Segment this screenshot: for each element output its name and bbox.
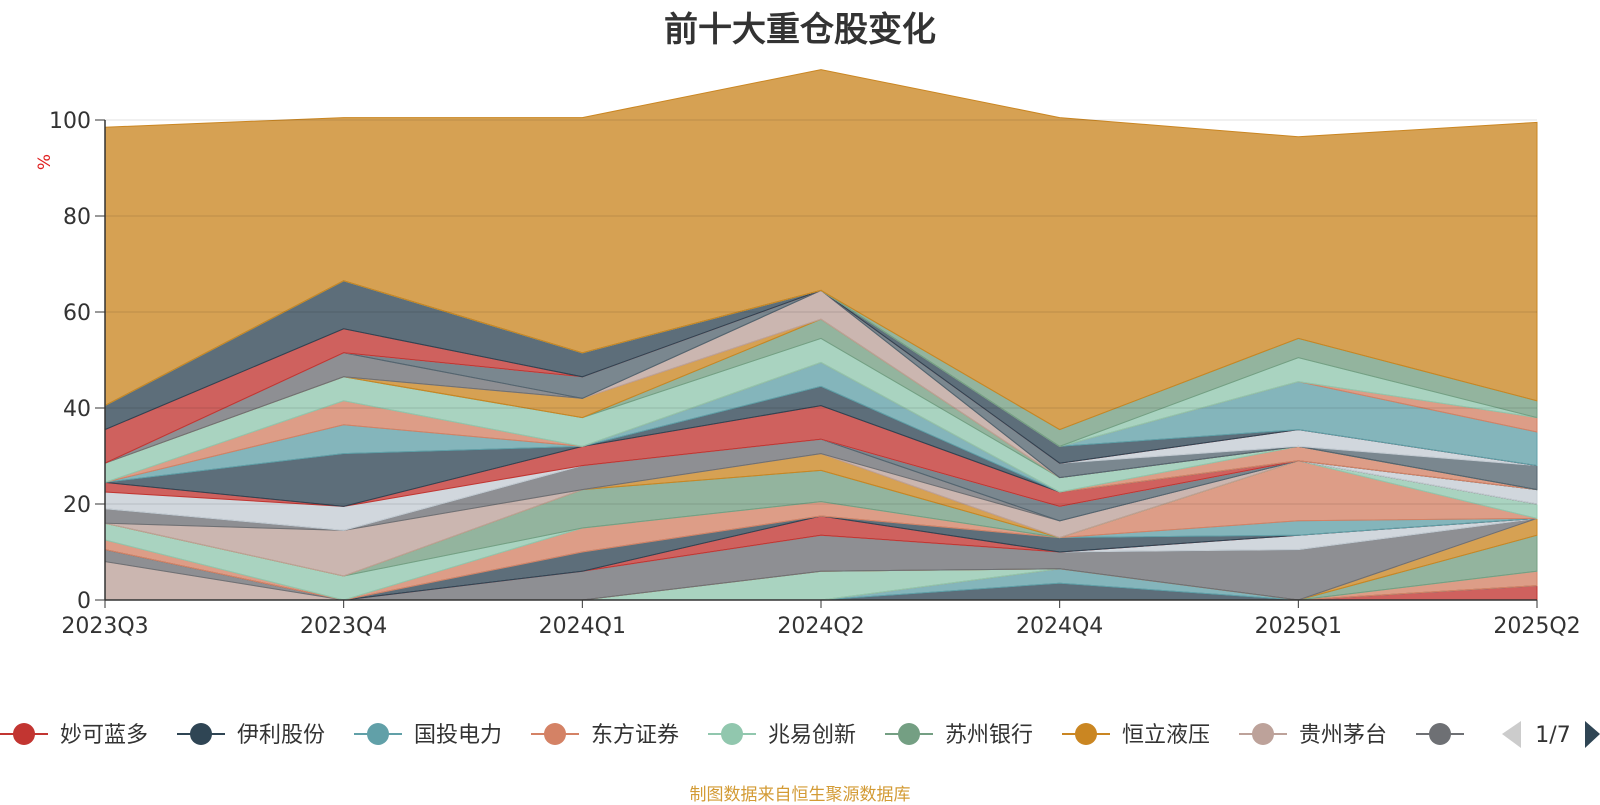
legend-item[interactable]: 苏州银行 xyxy=(885,723,1033,748)
x-tick-label: 2023Q4 xyxy=(300,614,387,639)
legend-item[interactable]: 东方证券 xyxy=(531,723,679,748)
plot-areas xyxy=(104,69,1538,601)
legend-marker xyxy=(898,723,920,745)
legend-marker xyxy=(1429,723,1451,745)
plot-grid xyxy=(105,119,1537,505)
legend-label: 恒立液压 xyxy=(1122,723,1210,748)
legend-label: 国投电力 xyxy=(414,723,502,748)
y-tick-label: 80 xyxy=(63,205,91,230)
chart-title: 前十大重仓股变化 xyxy=(664,10,936,50)
legend-label: 苏州银行 xyxy=(945,723,1033,748)
legend-marker xyxy=(1252,723,1274,745)
x-tick-label: 2024Q2 xyxy=(777,614,864,639)
x-tick-label: 2025Q1 xyxy=(1255,614,1342,639)
legend-marker xyxy=(1075,723,1097,745)
legend-marker xyxy=(721,723,743,745)
x-tick-label: 2023Q3 xyxy=(61,614,148,639)
series-area-39[interactable] xyxy=(104,69,1538,431)
triangle-left-icon[interactable] xyxy=(1502,721,1521,748)
legend-marker xyxy=(13,723,35,745)
x-tick-label: 2025Q2 xyxy=(1493,614,1580,639)
legend-marker xyxy=(544,723,566,745)
y-tick-label: 40 xyxy=(63,397,91,422)
triangle-right-icon[interactable] xyxy=(1585,721,1600,748)
legend-item[interactable] xyxy=(1416,723,1464,745)
legend-marker xyxy=(190,723,212,745)
legend-label: 贵州茅台 xyxy=(1299,723,1387,748)
plot-axes: 0 20 40 60 80 100% 2023Q3 2023Q4 2024Q1 2024Q2 202… xyxy=(35,109,1581,639)
y-tick-label: 20 xyxy=(63,493,91,518)
legend-label: 兆易创新 xyxy=(768,723,856,748)
legend-page-indicator: 1/7 xyxy=(1535,723,1570,748)
legend-item[interactable]: 兆易创新 xyxy=(708,723,856,748)
legend-item[interactable]: 国投电力 xyxy=(354,723,502,748)
legend-item[interactable]: 妙可蓝多 xyxy=(0,723,148,748)
y-tick-label: 0 xyxy=(77,589,91,614)
legend: 妙可蓝多 伊利股份 国投电力 东方证券 兆易创新 苏州银行 恒立液压 贵州茅台 1/7 xyxy=(0,721,1600,748)
legend-pagination: 1/7 xyxy=(1502,721,1600,748)
x-tick-label: 2024Q4 xyxy=(1016,614,1103,639)
y-tick-label: 60 xyxy=(63,301,91,326)
legend-label: 东方证券 xyxy=(591,723,679,748)
y-axis-label: % xyxy=(35,154,55,170)
y-tick-label: 100 xyxy=(49,109,91,134)
x-tick-label: 2024Q1 xyxy=(539,614,626,639)
legend-item[interactable]: 伊利股份 xyxy=(177,723,325,748)
legend-item[interactable]: 恒立液压 xyxy=(1062,723,1210,748)
legend-label: 妙可蓝多 xyxy=(60,723,148,748)
legend-marker xyxy=(367,723,389,745)
legend-item[interactable]: 贵州茅台 xyxy=(1239,723,1387,748)
legend-label: 伊利股份 xyxy=(237,723,325,748)
footer-note: 制图数据来自恒生聚源数据库 xyxy=(689,785,911,805)
